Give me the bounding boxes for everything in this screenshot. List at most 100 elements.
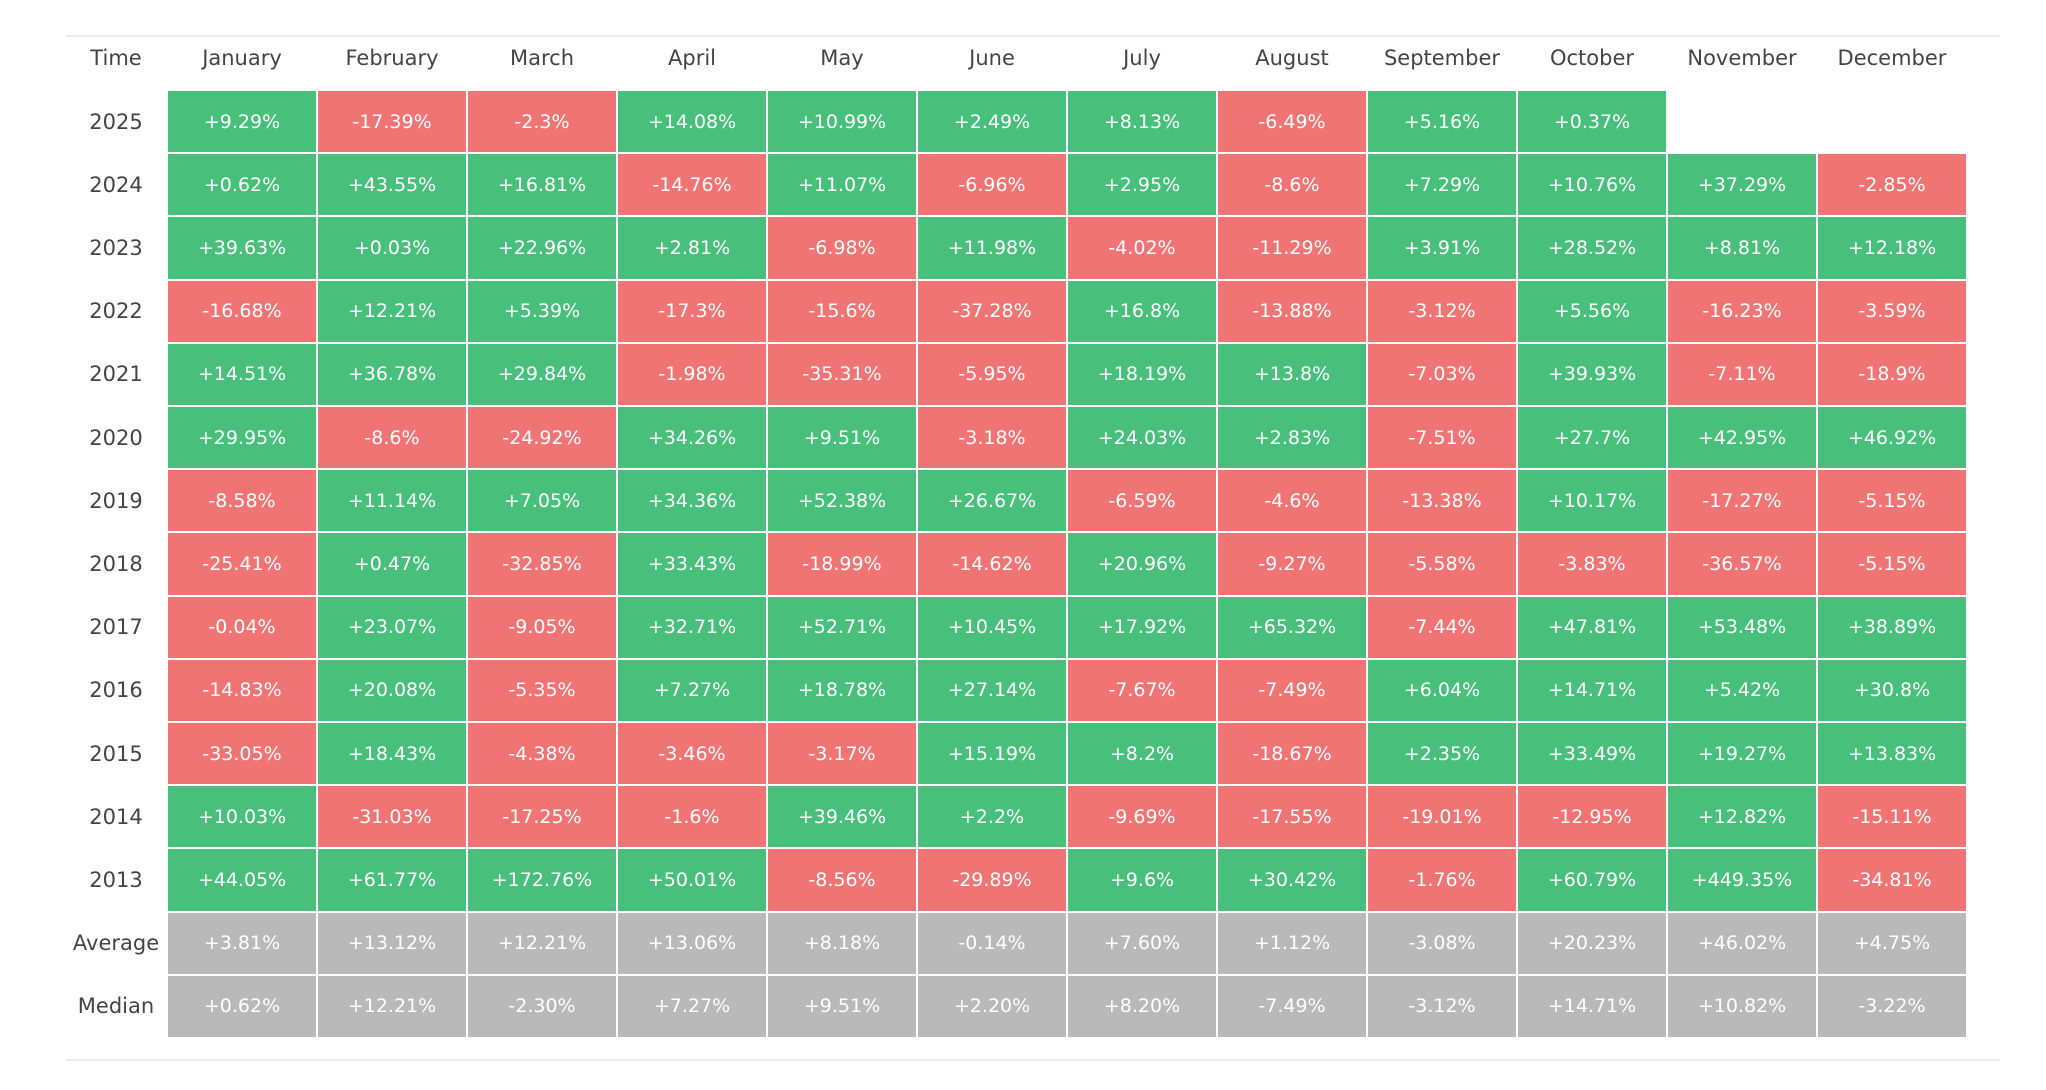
summary-cell: +10.82% <box>1668 975 1816 1037</box>
column-header: January <box>202 46 282 70</box>
return-cell: -17.3% <box>618 280 766 342</box>
return-cell: +7.05% <box>468 470 616 532</box>
return-cell: +0.03% <box>318 217 466 279</box>
return-cell: -6.59% <box>1068 470 1216 532</box>
return-cell: +10.76% <box>1518 154 1666 216</box>
return-cell: -15.11% <box>1818 786 1966 848</box>
column-header: June <box>969 46 1015 70</box>
column-header: April <box>668 46 716 70</box>
return-cell: +12.82% <box>1668 786 1816 848</box>
return-cell: +11.07% <box>768 154 916 216</box>
return-cell: -0.04% <box>168 596 316 658</box>
return-cell: -16.68% <box>168 280 316 342</box>
return-cell: -1.76% <box>1368 849 1516 911</box>
top-rule <box>66 35 2000 37</box>
return-cell: +29.95% <box>168 407 316 469</box>
return-cell: +30.8% <box>1818 659 1966 721</box>
return-cell: -17.55% <box>1218 786 1366 848</box>
return-cell: -3.83% <box>1518 533 1666 595</box>
return-cell: -9.69% <box>1068 786 1216 848</box>
return-cell: +39.93% <box>1518 343 1666 405</box>
return-cell: +52.71% <box>768 596 916 658</box>
return-cell: +10.45% <box>918 596 1066 658</box>
return-cell: -8.56% <box>768 849 916 911</box>
row-label: 2013 <box>89 867 143 892</box>
return-cell: +37.29% <box>1668 154 1816 216</box>
return-cell: +10.03% <box>168 786 316 848</box>
column-header: August <box>1255 46 1329 70</box>
return-cell: -4.6% <box>1218 470 1366 532</box>
summary-cell: -0.14% <box>918 912 1066 974</box>
return-cell: +18.43% <box>318 723 466 785</box>
return-cell: -36.57% <box>1668 533 1816 595</box>
return-cell: +29.84% <box>468 343 616 405</box>
row-label: Average <box>72 931 160 956</box>
summary-cell: +3.81% <box>168 912 316 974</box>
return-cell: -11.29% <box>1218 217 1366 279</box>
return-cell: +11.14% <box>318 470 466 532</box>
return-cell: -3.46% <box>618 723 766 785</box>
return-cell: +24.03% <box>1068 407 1216 469</box>
return-cell: -1.98% <box>618 343 766 405</box>
row-label: 2023 <box>89 235 143 260</box>
row-label: 2022 <box>89 299 143 324</box>
summary-cell: +7.60% <box>1068 912 1216 974</box>
return-cell: +2.81% <box>618 217 766 279</box>
return-cell: -14.83% <box>168 659 316 721</box>
summary-cell: +46.02% <box>1668 912 1816 974</box>
row-label: 2015 <box>89 741 143 766</box>
return-cell: +22.96% <box>468 217 616 279</box>
row-label: 2018 <box>89 551 143 576</box>
summary-cell: +12.21% <box>468 912 616 974</box>
summary-cell: +14.71% <box>1518 975 1666 1037</box>
return-cell: -16.23% <box>1668 280 1816 342</box>
return-cell: +0.37% <box>1518 91 1666 153</box>
return-cell: +2.95% <box>1068 154 1216 216</box>
return-cell: +17.92% <box>1068 596 1216 658</box>
return-cell: -8.6% <box>318 407 466 469</box>
return-cell: -12.95% <box>1518 786 1666 848</box>
return-cell: -4.38% <box>468 723 616 785</box>
return-cell: +23.07% <box>318 596 466 658</box>
summary-cell: +7.27% <box>618 975 766 1037</box>
summary-cell: +8.18% <box>768 912 916 974</box>
summary-cell: +8.20% <box>1068 975 1216 1037</box>
return-cell: +19.27% <box>1668 723 1816 785</box>
return-cell: +16.8% <box>1068 280 1216 342</box>
return-cell: +13.8% <box>1218 343 1366 405</box>
return-cell: +46.92% <box>1818 407 1966 469</box>
row-label: 2019 <box>89 488 143 513</box>
return-cell: -14.76% <box>618 154 766 216</box>
return-cell: +47.81% <box>1518 596 1666 658</box>
return-cell: +3.91% <box>1368 217 1516 279</box>
return-cell: +11.98% <box>918 217 1066 279</box>
return-cell: -13.88% <box>1218 280 1366 342</box>
return-cell: -2.85% <box>1818 154 1966 216</box>
return-cell: +5.39% <box>468 280 616 342</box>
return-cell: +5.56% <box>1518 280 1666 342</box>
summary-cell: -2.30% <box>468 975 616 1037</box>
return-cell: -3.17% <box>768 723 916 785</box>
return-cell: +12.21% <box>318 280 466 342</box>
summary-cell: -3.12% <box>1368 975 1516 1037</box>
return-cell: +16.81% <box>468 154 616 216</box>
return-cell: +34.26% <box>618 407 766 469</box>
return-cell: +2.35% <box>1368 723 1516 785</box>
bottom-rule <box>66 1059 2000 1061</box>
return-cell: -6.49% <box>1218 91 1366 153</box>
return-cell: +12.18% <box>1818 217 1966 279</box>
column-header: October <box>1549 46 1635 70</box>
return-cell: +7.27% <box>618 659 766 721</box>
return-cell: +449.35% <box>1668 849 1816 911</box>
return-cell: -1.6% <box>618 786 766 848</box>
return-cell: -18.67% <box>1218 723 1366 785</box>
return-cell: -6.96% <box>918 154 1066 216</box>
row-label: 2017 <box>89 615 143 640</box>
return-cell: -7.03% <box>1368 343 1516 405</box>
column-header: Time <box>90 46 142 70</box>
summary-cell: +20.23% <box>1518 912 1666 974</box>
return-cell: -35.31% <box>768 343 916 405</box>
row-label: 2021 <box>89 362 143 387</box>
return-cell: -37.28% <box>918 280 1066 342</box>
return-cell: -13.38% <box>1368 470 1516 532</box>
